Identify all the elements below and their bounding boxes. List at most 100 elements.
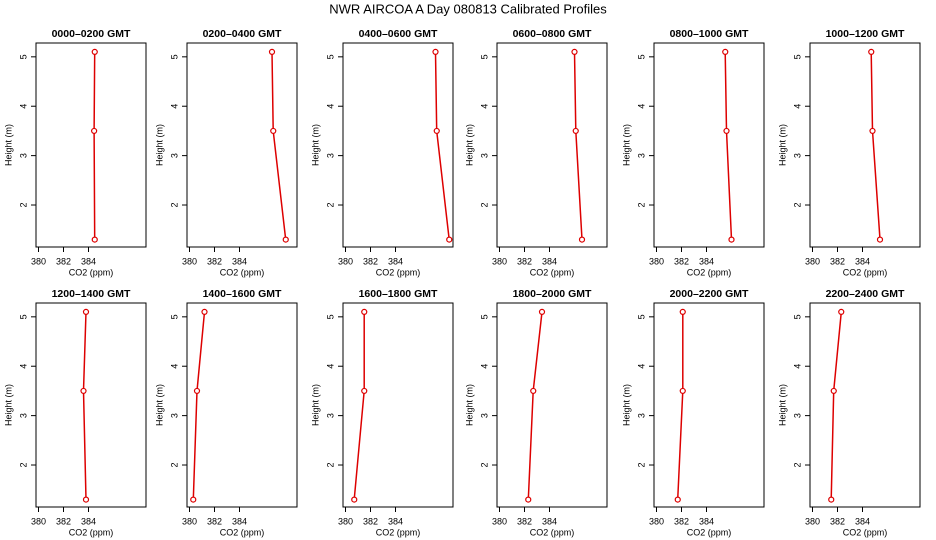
y-tick-label: 2 [169,463,179,468]
y-tick-label: 2 [792,203,802,208]
x-tick-label: 384 [232,516,247,526]
x-tick-label: 382 [830,256,845,266]
y-axis-label: Height (m) [3,384,13,426]
y-tick-label: 4 [169,104,179,109]
panel-title: 1200–1400 GMT [52,288,131,300]
y-axis-label: Height (m) [621,384,631,426]
y-axis-label: Height (m) [464,384,474,426]
x-tick-label: 380 [338,256,353,266]
profile-line [830,311,843,500]
x-tick-label: 384 [855,256,870,266]
plot-box [496,302,608,508]
y-tick-label: 5 [792,54,802,59]
profile-point [868,48,875,55]
x-axis-label: CO2 (ppm) [220,527,265,537]
x-tick-label: 380 [182,256,197,266]
panel-title: 0800–1000 GMT [670,28,749,40]
y-tick-label: 4 [636,364,646,369]
y-axis-label: Height (m) [154,124,164,166]
profile-line [353,311,365,500]
y-tick-label: 5 [169,314,179,319]
panel-title: 0000–0200 GMT [52,28,131,40]
profile-point [446,236,453,243]
profile-point [679,387,686,395]
x-tick-label: 380 [649,256,664,266]
y-axis-label: Height (m) [777,384,787,426]
plot-box [496,42,608,248]
y-axis-label: Height (m) [310,124,320,166]
y-tick-label: 4 [479,364,489,369]
x-tick-label: 382 [674,256,689,266]
profile-line [527,311,543,500]
y-tick-label: 4 [18,364,28,369]
y-tick-label: 3 [792,413,802,418]
y-tick-label: 4 [18,104,28,109]
x-tick-label: 380 [31,516,46,526]
profile-point [572,127,579,135]
profile-point [351,496,358,503]
x-tick-label: 384 [855,516,870,526]
y-tick-label: 2 [636,463,646,468]
panel-title: 2000–2200 GMT [670,288,749,300]
x-axis-label: CO2 (ppm) [220,267,265,277]
y-tick-label: 2 [169,203,179,208]
y-tick-label: 3 [325,153,335,158]
x-axis-label: CO2 (ppm) [687,527,732,537]
panel-title: 1600–1800 GMT [359,288,438,300]
profile-point [268,48,276,55]
y-tick-label: 2 [18,203,28,208]
profile-point [571,48,578,55]
y-axis-label: Height (m) [464,124,474,166]
x-tick-label: 382 [56,256,71,266]
profile-line [192,311,206,500]
panel-title: 0600–0800 GMT [513,28,592,40]
y-tick-label: 5 [479,54,489,59]
y-tick-label: 3 [636,153,646,158]
y-tick-label: 4 [169,364,179,369]
x-tick-label: 382 [674,516,689,526]
plot-box [809,302,921,508]
y-tick-label: 5 [792,314,802,319]
panel-title: 0400–0600 GMT [359,28,438,40]
y-tick-label: 4 [792,104,802,109]
y-tick-label: 2 [636,203,646,208]
y-tick-label: 2 [479,463,489,468]
x-tick-label: 384 [542,256,557,266]
profile-point [91,48,98,55]
x-tick-label: 382 [363,516,378,526]
y-tick-label: 5 [169,54,179,59]
x-tick-label: 380 [182,516,197,526]
x-tick-label: 382 [363,256,378,266]
plot-box [35,302,147,508]
x-axis-label: CO2 (ppm) [376,267,421,277]
profile-line [870,51,881,240]
profile-point [674,496,681,503]
x-axis-label: CO2 (ppm) [376,527,421,537]
x-tick-label: 380 [805,516,820,526]
y-axis-label: Height (m) [310,384,320,426]
y-tick-label: 3 [325,413,335,418]
y-tick-label: 4 [792,364,802,369]
x-tick-label: 382 [207,516,222,526]
profile-point [728,236,735,243]
y-tick-label: 5 [18,314,28,319]
x-tick-label: 384 [542,516,557,526]
x-tick-label: 384 [699,516,714,526]
plot-box [342,42,454,248]
x-tick-label: 382 [56,516,71,526]
profile-point [828,496,835,503]
y-axis-label: Height (m) [777,124,787,166]
y-tick-label: 5 [636,54,646,59]
x-tick-label: 384 [81,256,96,266]
y-tick-label: 4 [325,104,335,109]
panel-title: 1400–1600 GMT [203,288,282,300]
y-tick-label: 3 [636,413,646,418]
panel-title: 0200–0400 GMT [203,28,282,40]
x-tick-label: 380 [649,516,664,526]
x-tick-label: 382 [830,516,845,526]
profile-line [82,311,87,500]
x-axis-label: CO2 (ppm) [843,267,888,277]
profile-point [722,48,729,55]
profile-point [193,387,201,395]
y-tick-label: 4 [325,364,335,369]
